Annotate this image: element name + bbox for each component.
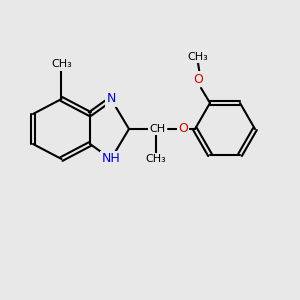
Text: O: O <box>178 122 188 136</box>
Text: CH₃: CH₃ <box>51 59 72 70</box>
Text: O: O <box>193 73 203 85</box>
Text: CH₃: CH₃ <box>188 52 208 61</box>
Text: CH: CH <box>149 124 166 134</box>
Text: NH: NH <box>102 152 120 166</box>
Text: CH₃: CH₃ <box>146 154 167 164</box>
Text: N: N <box>106 92 116 106</box>
